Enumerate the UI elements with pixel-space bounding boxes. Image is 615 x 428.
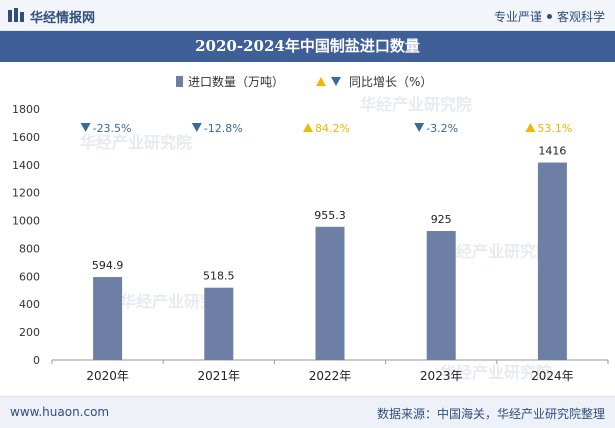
tagline: 专业严谨 客观科学 [494,8,605,25]
y-tick-label: 1600 [12,131,40,144]
y-tick-label: 600 [19,270,40,283]
growth-up-arrow-icon [303,123,313,132]
tagline-left: 专业严谨 [493,10,542,24]
y-tick-label: 1800 [12,103,40,116]
growth-down-arrow-icon [191,123,202,132]
bar [537,162,567,360]
bar-value-label: 1416 [538,145,566,158]
legend-label-quantity: 进口数量（万吨） [188,74,284,89]
bar [315,226,345,360]
growth-label: 84.2% [315,122,350,135]
bar [93,277,123,360]
data-source: 数据来源：中国海关，华经产业研究院整理 [376,407,605,421]
bar [426,231,456,360]
y-tick-label: 0 [33,354,40,367]
growth-down-arrow-icon [414,123,425,132]
logo-text: 华经情报网 [30,11,96,26]
watermark-text: 华经产业研究院 [360,95,472,114]
growth-label: -3.2% [426,122,458,135]
y-tick-label: 400 [19,298,40,311]
bar [204,287,234,360]
bar-chart: 华经产业研究院华经产业研究院华经产业研究院华经产业研究院华经产业研究院进口数量（… [12,74,609,383]
x-tick-label: 2023年 [420,369,463,383]
y-tick-label: 1400 [12,159,40,172]
bar-value-label: 955.3 [314,209,346,222]
y-tick-label: 200 [19,326,40,339]
chart-title: 2020-2024年中国制盐进口数量 [195,37,420,55]
x-tick-label: 2022年 [309,369,352,383]
x-tick-label: 2024年 [531,369,574,383]
legend-up-arrow-icon [316,77,326,86]
footer: www.huaon.com 数据来源：中国海关，华经产业研究院整理 [0,396,615,428]
y-tick-label: 1200 [12,187,40,200]
dot-separator-icon [546,14,552,19]
top-bar: 华经情报网 专业严谨 客观科学 [0,0,615,31]
tagline-right: 客观科学 [556,10,605,24]
x-tick-label: 2020年 [86,369,129,383]
bar-value-label: 518.5 [203,270,235,283]
legend-bar-swatch [176,76,183,87]
watermark-text: 华经产业研究院 [120,292,232,311]
watermark-text: 华经产业研究院 [440,242,552,261]
x-tick-label: 2021年 [198,369,241,383]
growth-label: 53.1% [537,122,572,135]
y-tick-label: 800 [19,242,40,255]
watermark-text: 华经产业研究院 [440,363,552,382]
growth-down-arrow-icon [80,123,91,132]
bar-value-label: 925 [431,213,452,226]
bar-value-label: 594.9 [92,259,124,272]
growth-up-arrow-icon [525,123,536,132]
growth-label: -12.8% [204,122,243,135]
website-link[interactable]: www.huaon.com [10,405,110,419]
logo-icon [8,8,24,22]
watermark-text: 华经产业研究院 [80,133,192,152]
legend-down-arrow-icon [331,77,341,86]
growth-label: -23.5% [93,122,132,135]
legend-label-growth: 同比增长（%） [349,75,432,89]
title-band: 2020-2024年中国制盐进口数量 [0,31,615,62]
y-tick-label: 1000 [12,215,40,228]
